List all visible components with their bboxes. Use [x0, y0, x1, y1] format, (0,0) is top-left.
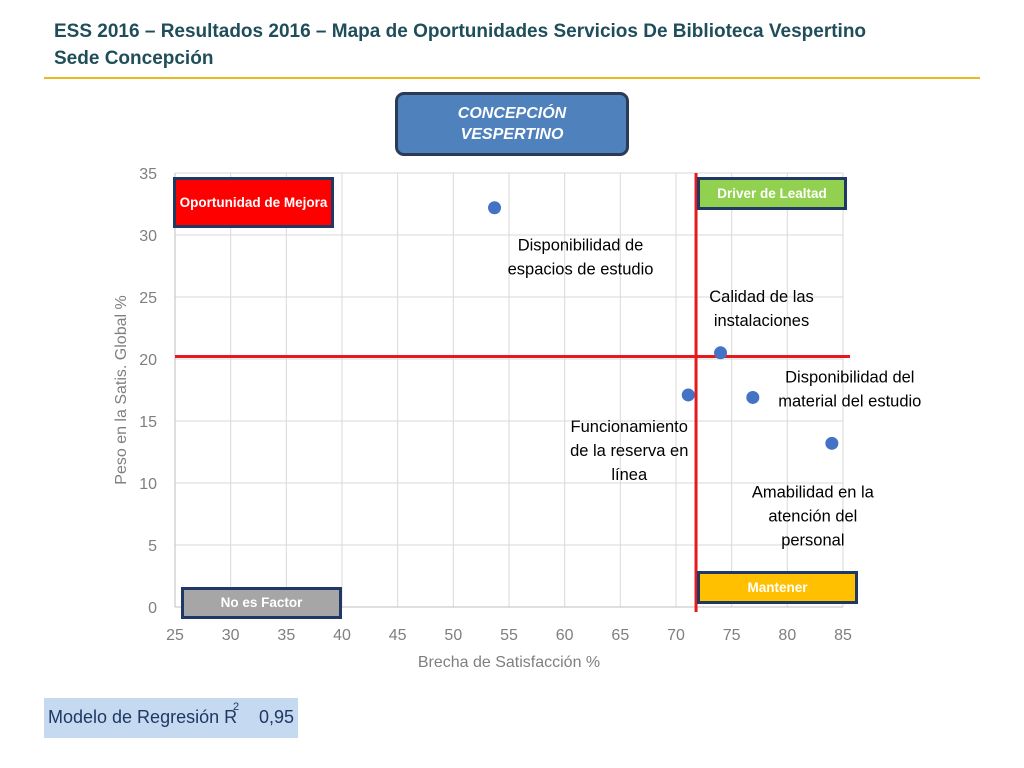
- data-label: Disponibilidad del material del estudio: [778, 368, 921, 410]
- x-tick-label: 50: [444, 627, 462, 644]
- data-point: [681, 388, 695, 402]
- y-tick-label: 30: [139, 228, 157, 245]
- x-tick-label: 85: [834, 627, 852, 644]
- regression-value: 0,95: [259, 707, 295, 727]
- x-tick-label: 60: [556, 627, 574, 644]
- x-tick-label: 25: [166, 627, 184, 644]
- data-label: Funcionamiento de la reserva en línea: [570, 418, 688, 484]
- y-tick-label: 10: [139, 476, 157, 493]
- x-tick-label: 80: [778, 627, 796, 644]
- x-tick-label: 75: [723, 627, 741, 644]
- quadrant-label-not-factor: No es Factor: [181, 587, 342, 619]
- y-tick-label: 15: [139, 414, 157, 431]
- x-tick-label: 35: [277, 627, 295, 644]
- data-point: [746, 390, 760, 404]
- data-point: [825, 436, 839, 450]
- page-title: ESS 2016 – Resultados 2016 – Mapa de Opo…: [54, 18, 974, 72]
- y-tick-label: 25: [139, 290, 157, 307]
- x-tick-label: 55: [500, 627, 518, 644]
- data-label: Disponibilidad de espacios de estudio: [508, 237, 654, 279]
- data-label: Calidad de las instalaciones: [709, 288, 814, 330]
- regression-summary: Modelo de Regresión R 2 0,95: [44, 698, 298, 738]
- segment-line-1: CONCEPCIÓN: [457, 105, 567, 122]
- title-line-2: Sede Concepción: [54, 48, 214, 69]
- x-tick-label: 45: [389, 627, 407, 644]
- data-point: [714, 346, 728, 360]
- x-tick-label: 70: [667, 627, 685, 644]
- quadrant-label-opportunity: Oportunidad de Mejora: [173, 177, 334, 228]
- x-tick-label: 40: [333, 627, 351, 644]
- y-axis-title: Peso en la Satis. Global %: [113, 295, 130, 484]
- segment-label-box: CONCEPCIÓN VESPERTINO: [395, 92, 629, 156]
- x-axis-title: Brecha de Satisfacción %: [418, 654, 600, 671]
- y-tick-label: 5: [148, 538, 157, 555]
- data-label: Amabilidad en la atención del personal: [752, 483, 875, 549]
- y-tick-label: 20: [139, 352, 157, 369]
- x-tick-label: 30: [222, 627, 240, 644]
- regression-superscript: 2: [233, 701, 240, 713]
- x-tick-label: 65: [611, 627, 629, 644]
- quadrant-label-driver: Driver de Lealtad: [697, 177, 847, 210]
- y-tick-label: 0: [148, 600, 157, 617]
- regression-label: Modelo de Regresión R: [48, 707, 238, 727]
- y-tick-label: 35: [139, 166, 157, 183]
- title-line-1: ESS 2016 – Resultados 2016 – Mapa de Opo…: [54, 21, 867, 42]
- title-divider: [44, 77, 980, 79]
- segment-line-2: VESPERTINO: [460, 126, 564, 143]
- quadrant-label-maintain: Mantener: [697, 571, 858, 604]
- data-point: [488, 201, 502, 215]
